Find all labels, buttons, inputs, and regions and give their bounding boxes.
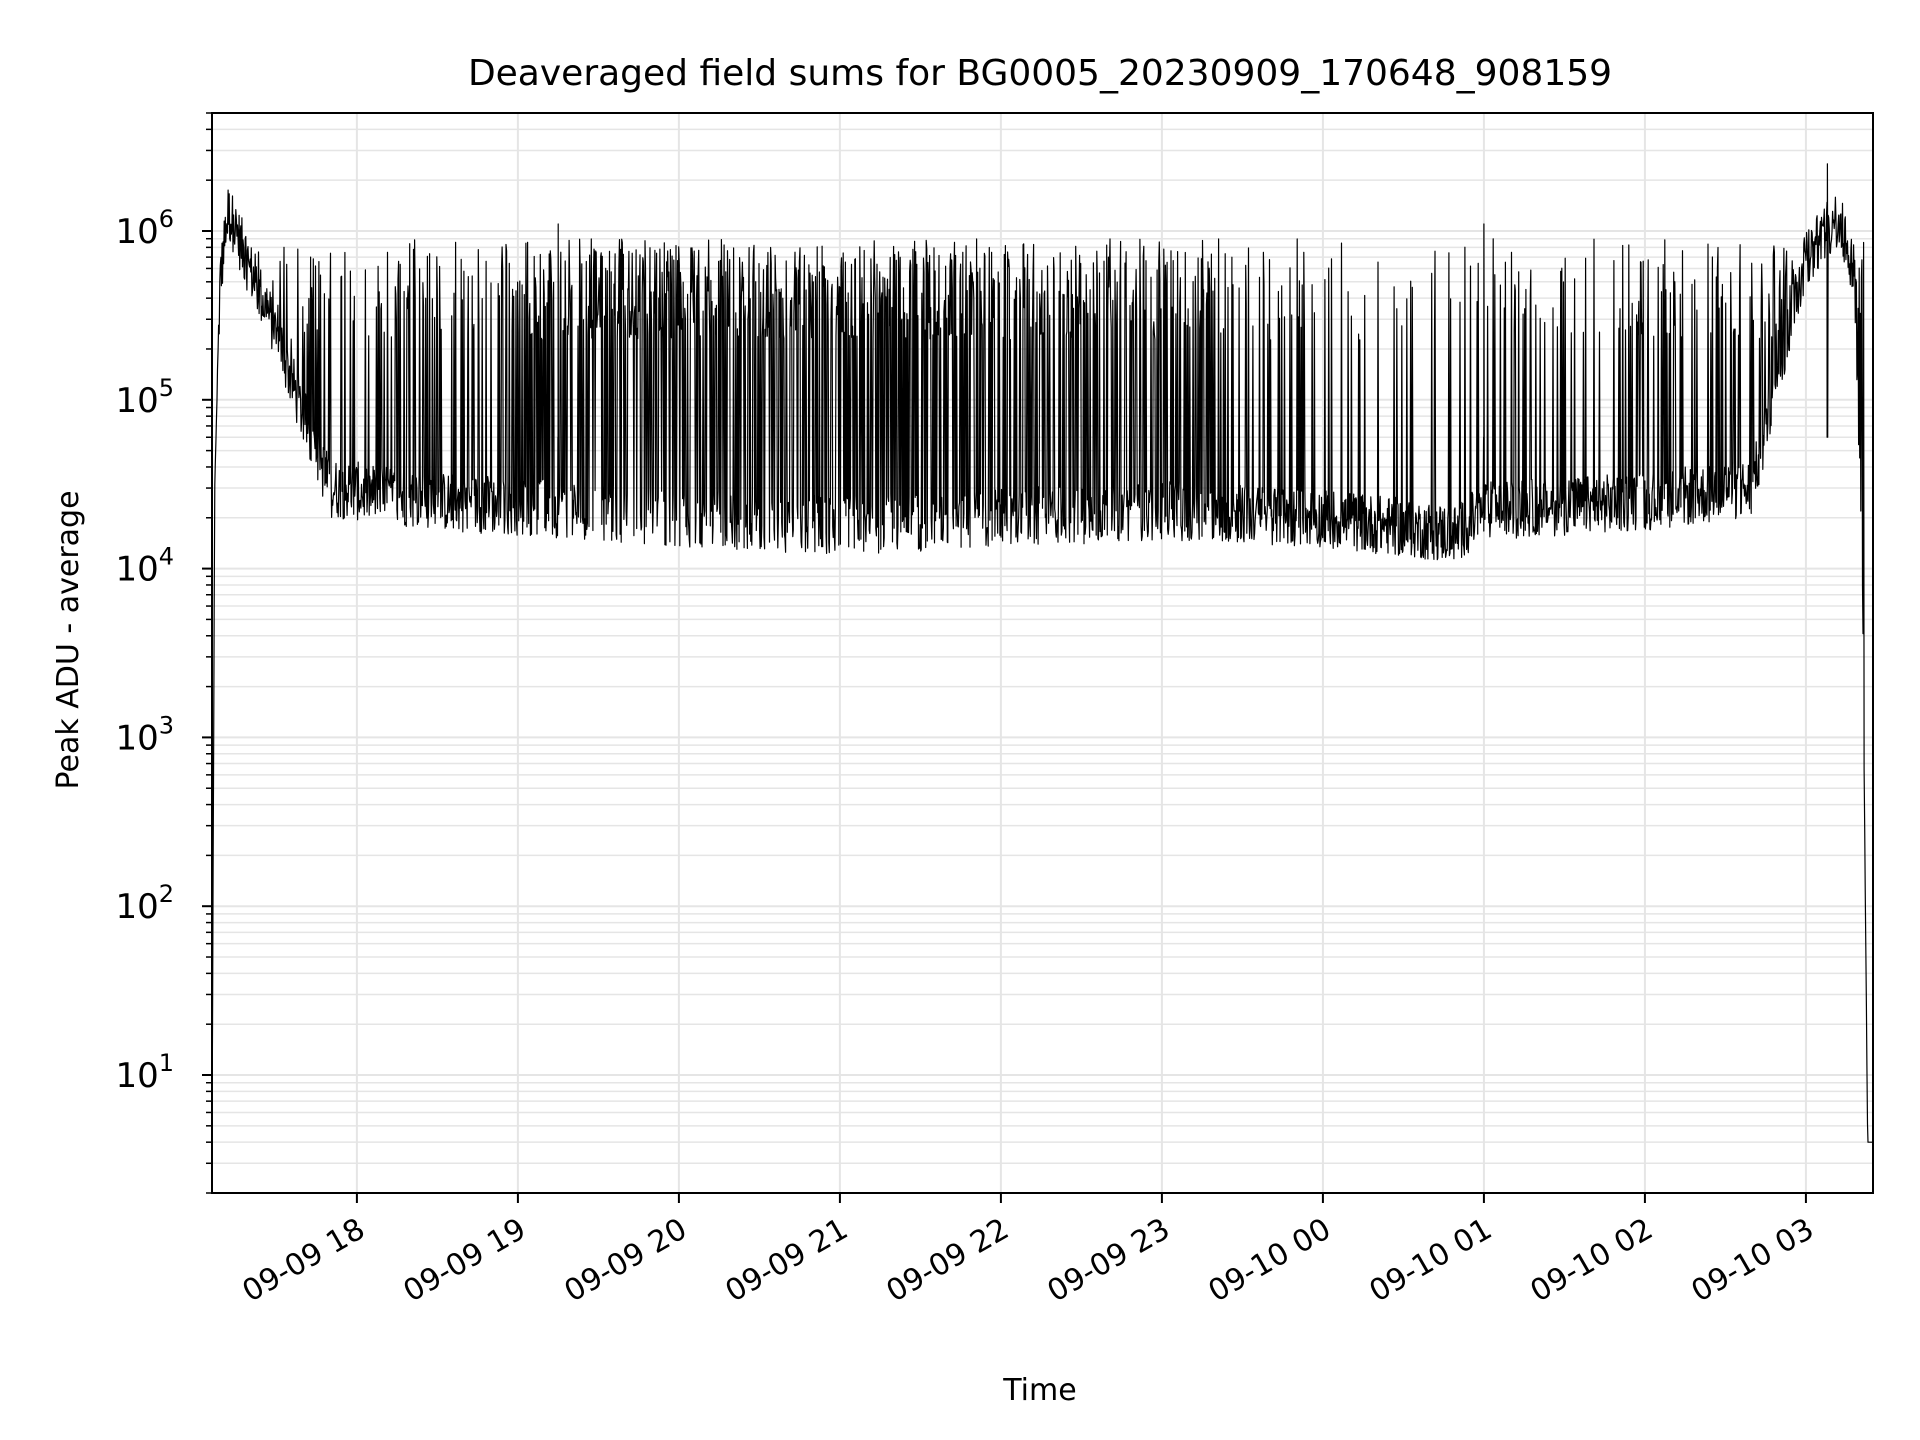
y-tick-base: 10 [115, 718, 158, 758]
y-tick-exponent: 6 [159, 205, 174, 233]
series-group [211, 163, 1873, 1143]
y-tick-label: 105 [115, 374, 174, 421]
plot-frame [211, 112, 1874, 1194]
y-tick-base: 10 [115, 212, 158, 252]
y-tick-label: 103 [115, 711, 174, 758]
y-tick-label: 102 [115, 880, 174, 927]
y-tick-exponent: 1 [159, 1049, 174, 1077]
y-tick-exponent: 4 [159, 543, 174, 571]
series-line [211, 163, 1873, 1143]
x-axis-label: Time [1002, 1373, 1076, 1408]
y-tick-base: 10 [115, 1056, 158, 1096]
y-tick-exponent: 5 [159, 374, 174, 402]
y-tick-exponent: 3 [159, 711, 174, 739]
y-tick-label: 106 [115, 205, 174, 252]
y-tick-base: 10 [115, 887, 158, 927]
y-tick-base: 10 [115, 550, 158, 590]
y-axis-label: Peak ADU - average [51, 490, 86, 789]
y-tick-label: 104 [115, 543, 174, 590]
y-tick-label: 101 [115, 1049, 174, 1096]
chart-title: Deaveraged field sums for BG0005_2023090… [468, 53, 1612, 94]
y-tick-base: 10 [115, 381, 158, 421]
y-tick-exponent: 2 [159, 880, 174, 908]
